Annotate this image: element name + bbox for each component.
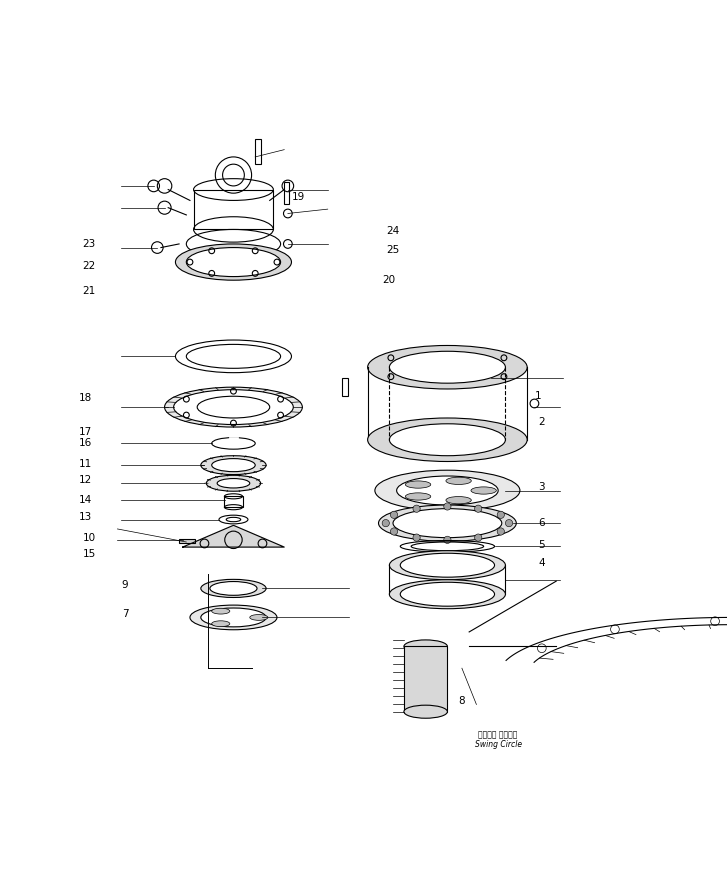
Ellipse shape <box>393 509 502 537</box>
Bar <box>342 378 348 396</box>
Text: 19: 19 <box>291 192 305 202</box>
Ellipse shape <box>379 505 516 541</box>
Circle shape <box>475 505 482 512</box>
Circle shape <box>413 505 420 512</box>
Ellipse shape <box>404 705 448 718</box>
Text: スイング サークル: スイング サークル <box>478 730 518 739</box>
Ellipse shape <box>375 470 520 510</box>
Ellipse shape <box>446 477 471 485</box>
Ellipse shape <box>210 581 257 595</box>
Ellipse shape <box>212 608 230 614</box>
Text: 4: 4 <box>538 558 545 568</box>
Ellipse shape <box>206 476 261 491</box>
Ellipse shape <box>404 640 448 653</box>
Text: 9: 9 <box>122 580 128 590</box>
Circle shape <box>497 527 505 536</box>
Text: 22: 22 <box>82 261 95 271</box>
Text: 1: 1 <box>534 392 541 401</box>
Text: 20: 20 <box>382 275 395 285</box>
Circle shape <box>390 527 397 536</box>
Ellipse shape <box>400 582 494 606</box>
Text: 25: 25 <box>386 245 399 255</box>
Bar <box>284 182 289 204</box>
Ellipse shape <box>389 351 505 384</box>
Bar <box>179 539 195 544</box>
Ellipse shape <box>190 605 277 629</box>
Text: 11: 11 <box>79 460 92 469</box>
Ellipse shape <box>405 481 431 488</box>
Text: Swing Circle: Swing Circle <box>475 740 522 749</box>
Text: 18: 18 <box>79 392 92 402</box>
Bar <box>404 646 448 712</box>
Circle shape <box>444 502 451 510</box>
Text: 5: 5 <box>538 540 545 550</box>
Text: 2: 2 <box>538 417 545 426</box>
Text: 14: 14 <box>79 495 92 505</box>
Polygon shape <box>183 526 284 547</box>
Ellipse shape <box>201 579 266 597</box>
Ellipse shape <box>201 608 266 627</box>
Ellipse shape <box>368 345 527 389</box>
Text: 10: 10 <box>82 533 95 543</box>
Ellipse shape <box>186 248 280 276</box>
Text: 13: 13 <box>79 512 92 522</box>
Ellipse shape <box>201 456 266 475</box>
Ellipse shape <box>212 459 256 472</box>
Circle shape <box>444 536 451 544</box>
Ellipse shape <box>400 553 494 578</box>
Text: 3: 3 <box>538 482 545 492</box>
Ellipse shape <box>212 620 230 627</box>
Text: 24: 24 <box>386 226 399 236</box>
Ellipse shape <box>471 487 496 494</box>
Text: 12: 12 <box>79 475 92 485</box>
Ellipse shape <box>389 579 505 609</box>
Text: 8: 8 <box>459 696 465 706</box>
Text: 7: 7 <box>122 609 128 619</box>
Ellipse shape <box>389 424 505 456</box>
Ellipse shape <box>250 614 268 620</box>
Ellipse shape <box>217 478 250 488</box>
Text: 16: 16 <box>79 438 92 449</box>
Ellipse shape <box>174 390 293 425</box>
Bar <box>256 139 261 164</box>
Text: 6: 6 <box>538 519 545 528</box>
Ellipse shape <box>389 551 505 579</box>
Bar <box>224 496 242 507</box>
Bar <box>194 190 273 230</box>
Text: 21: 21 <box>82 286 95 296</box>
Circle shape <box>475 534 482 541</box>
Circle shape <box>497 511 505 519</box>
Ellipse shape <box>446 496 471 504</box>
Circle shape <box>413 534 420 541</box>
Text: 23: 23 <box>82 239 95 249</box>
Ellipse shape <box>368 418 527 461</box>
Ellipse shape <box>405 493 431 500</box>
Ellipse shape <box>175 244 291 280</box>
Ellipse shape <box>165 387 302 427</box>
Circle shape <box>505 519 513 527</box>
Ellipse shape <box>397 476 498 505</box>
Text: 15: 15 <box>82 549 95 560</box>
Text: 17: 17 <box>79 427 92 437</box>
Circle shape <box>382 519 389 527</box>
Circle shape <box>390 511 397 519</box>
